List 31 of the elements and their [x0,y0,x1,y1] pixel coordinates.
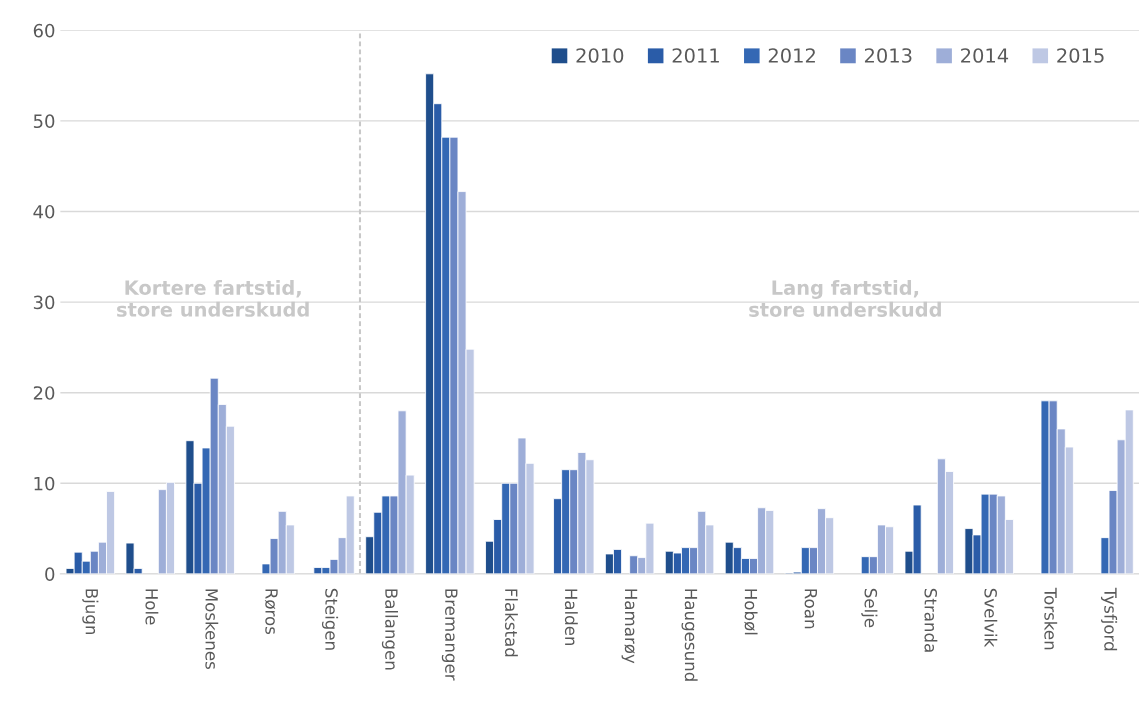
x-tick-label: Svelvik [984,588,998,648]
y-tick-label: 50 [33,114,55,129]
x-tick-label: Flakstad [504,589,518,657]
legend-label: 2014 [961,48,1009,63]
x-tick-label: Roan [804,589,817,629]
x-tick-label: Torsken [1044,587,1058,650]
x-tick-label: Hole [145,589,159,625]
legend-label: 2011 [672,48,719,63]
x-tick-label: Selje [861,588,878,628]
x-tick-label: Hobøl [744,589,758,635]
x-tick-label: Steigen [321,588,339,650]
y-tick-label: 10 [34,476,55,491]
y-tick-label: 40 [33,204,55,219]
legend-label: 2015 [1057,48,1104,63]
x-tick-label: Røros [264,589,278,635]
x-tick-label: Haugesund [681,589,698,681]
x-tick-label: Moskenes [205,589,219,670]
x-tick-label: Stranda [924,588,938,652]
x-tick-label: Hamarøy [621,589,638,664]
x-tick-label: Tysfjord [1100,587,1118,651]
x-tick-label: Halden [564,589,578,646]
y-tick-label: 20 [33,386,55,400]
y-tick-label: 0 [45,567,55,581]
legend-label: 2013 [864,48,912,63]
y-tick-label: 60 [33,23,55,38]
x-tick-label: Ballangen [381,589,399,670]
y-tick-label: 30 [33,295,55,310]
x-tick-label: Bjugn [82,589,99,635]
legend-label: 2010 [576,48,624,63]
x-tick-label: Bremanger [441,589,458,681]
legend-label: 2012 [768,48,815,63]
